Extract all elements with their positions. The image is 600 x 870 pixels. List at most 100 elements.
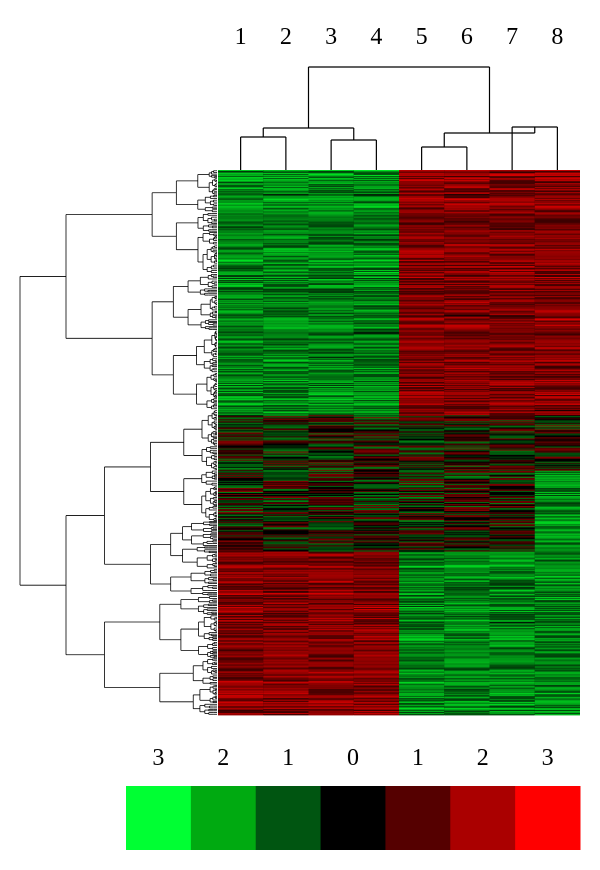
heatmap-cell — [353, 406, 399, 408]
heatmap-row — [218, 215, 580, 217]
heatmap-cell — [218, 415, 264, 417]
heatmap-cell — [308, 391, 354, 393]
heatmap-cell — [534, 252, 580, 255]
heatmap-cell — [489, 325, 535, 327]
heatmap-row — [218, 294, 580, 296]
heatmap-cell — [218, 385, 264, 388]
heatmap-row — [218, 510, 580, 512]
heatmap-row — [218, 545, 580, 547]
heatmap-cell — [534, 456, 580, 459]
heatmap-row — [218, 238, 580, 241]
heatmap-cell — [399, 478, 445, 481]
heatmap-cell — [308, 437, 354, 439]
heatmap-cell — [444, 182, 490, 184]
heatmap-cell — [353, 183, 399, 185]
heatmap-cell — [218, 255, 264, 258]
heatmap-cell — [308, 553, 354, 555]
heatmap-cell — [444, 297, 490, 299]
heatmap-cell — [353, 385, 399, 388]
heatmap-cell — [308, 274, 354, 277]
heatmap-cell — [308, 465, 354, 468]
heatmap-cell — [534, 511, 580, 513]
heatmap-cell — [353, 233, 399, 235]
heatmap-cell — [534, 438, 580, 440]
heatmap-cell — [308, 530, 354, 532]
heatmap-cell — [308, 429, 354, 431]
heatmap-row — [218, 537, 580, 539]
heatmap-cell — [534, 291, 580, 293]
heatmap-cell — [263, 510, 309, 512]
heatmap-cell — [353, 354, 399, 357]
heatmap-cell — [534, 229, 580, 231]
heatmap-cell — [263, 204, 309, 206]
heatmap-cell — [534, 436, 580, 438]
heatmap-cell — [534, 186, 580, 188]
heatmap-cell — [263, 399, 309, 401]
heatmap-cell — [263, 226, 309, 228]
heatmap-cell — [263, 304, 309, 306]
heatmap-cell — [399, 368, 445, 371]
heatmap-cell — [489, 480, 535, 483]
heatmap-cell — [489, 546, 535, 548]
heatmap-cell — [444, 203, 490, 205]
heatmap-cell — [308, 518, 354, 520]
heatmap-cell — [489, 400, 535, 402]
heatmap-cell — [353, 322, 399, 324]
heatmap-cell — [263, 208, 309, 210]
heatmap-cell — [218, 277, 264, 280]
heatmap-cell — [308, 231, 354, 233]
heatmap-cell — [263, 408, 309, 410]
heatmap-cell — [263, 423, 309, 425]
heatmap-row — [218, 364, 580, 367]
heatmap-cell — [489, 377, 535, 380]
heatmap-row — [218, 516, 580, 518]
heatmap-cell — [308, 342, 354, 344]
heatmap-cell — [263, 374, 309, 377]
heatmap-cell — [308, 551, 354, 553]
heatmap-cell — [263, 220, 309, 222]
row-dendrogram — [19, 170, 217, 715]
heatmap-cell — [308, 447, 354, 449]
heatmap-cell — [444, 264, 490, 267]
heatmap-cell — [534, 437, 580, 439]
heatmap-cell — [399, 516, 445, 518]
heatmap-cell — [399, 294, 445, 296]
heatmap-cell — [308, 519, 354, 521]
heatmap-cell — [218, 395, 264, 397]
heatmap-cell — [399, 196, 445, 198]
heatmap-cell — [263, 224, 309, 226]
heatmap-cell — [263, 456, 309, 459]
heatmap-cell — [489, 222, 535, 224]
heatmap-cell — [534, 418, 580, 420]
heatmap-cell — [444, 202, 490, 204]
heatmap-cell — [399, 311, 445, 313]
heatmap-cell — [489, 487, 535, 490]
heatmap-cell — [444, 449, 490, 451]
heatmap-cell — [218, 514, 264, 516]
heatmap-cell — [353, 549, 399, 551]
heatmap-cell — [534, 448, 580, 450]
heatmap-cell — [534, 428, 580, 430]
heatmap-cell — [353, 359, 399, 362]
heatmap-cell — [534, 276, 580, 279]
heatmap-cell — [489, 547, 535, 549]
heatmap-cell — [444, 415, 490, 417]
heatmap-cell — [399, 416, 445, 418]
heatmap-cell — [263, 382, 309, 385]
heatmap-cell — [444, 460, 490, 463]
heatmap-cell — [534, 442, 580, 444]
heatmap-cell — [534, 226, 580, 228]
heatmap-row — [218, 374, 580, 377]
heatmap-cell — [263, 478, 309, 481]
heatmap-cell — [444, 334, 490, 336]
heatmap-cell — [308, 332, 354, 334]
heatmap-cell — [353, 533, 399, 535]
heatmap-cell — [534, 348, 580, 351]
heatmap-cell — [308, 524, 354, 526]
heatmap-cell — [534, 386, 580, 389]
heatmap-cell — [353, 455, 399, 458]
heatmap-cell — [489, 380, 535, 383]
heatmap-cell — [444, 311, 490, 313]
heatmap-cell — [353, 250, 399, 253]
heatmap-cell — [399, 524, 445, 526]
